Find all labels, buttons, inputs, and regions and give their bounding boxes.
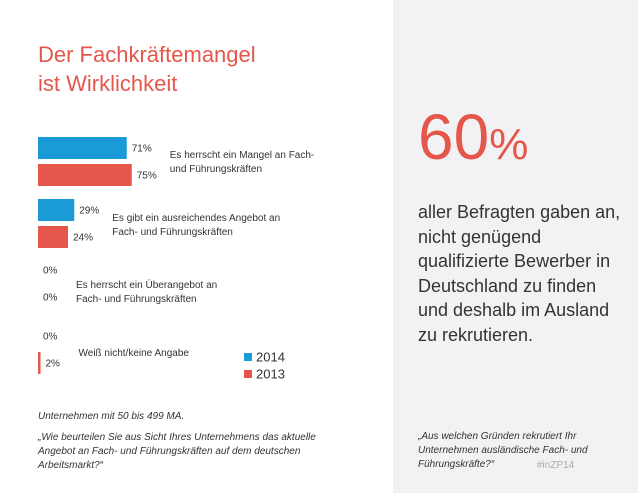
legend-swatch xyxy=(244,353,252,361)
value-label: 0% xyxy=(43,266,58,277)
bar xyxy=(38,137,127,159)
category-label: Es gibt ein ausreichendes Angebot an Fach… xyxy=(112,213,280,238)
footnote: Unternehmen mit 50 bis 499 MA. xyxy=(38,411,185,422)
value-label: 71% xyxy=(132,144,152,155)
value-label: 2% xyxy=(46,359,61,370)
category-label-line: Es herrscht ein Mangel an Fach- xyxy=(170,150,315,161)
hashtag: #inZP14 xyxy=(537,460,575,471)
legend-swatch xyxy=(244,370,252,378)
legend-label: 2014 xyxy=(256,349,285,364)
category-label-line: und Führungskräften xyxy=(170,164,262,175)
value-label: 0% xyxy=(43,332,58,343)
side-panel xyxy=(393,0,638,493)
bar xyxy=(38,352,41,374)
title: Der Fachkräftemangel ist Wirklichkeit xyxy=(38,42,256,96)
stat-unit: % xyxy=(489,120,529,169)
category-label-line: Es gibt ein ausreichendes Angebot an xyxy=(112,213,280,224)
category-label-line: Es herrscht ein Überangebot an xyxy=(76,279,217,291)
legend-label: 2013 xyxy=(256,366,285,381)
category-label: Es herrscht ein Überangebot an Fach- und … xyxy=(76,279,217,305)
stat-text: aller Befragten gaben an, nicht genügend… xyxy=(418,202,621,345)
category-label: Weiß nicht/keine Angabe xyxy=(79,348,190,359)
chart: 71% 75% Es herrscht ein Mangel an Fach-und… xyxy=(38,137,315,381)
value-label: 29% xyxy=(79,206,99,217)
question: „Wie beurteilen Sie aus Sicht Ihres Unte… xyxy=(38,432,316,471)
category-label-line: Fach- und Führungskräften xyxy=(112,227,233,238)
bar xyxy=(38,226,68,248)
value-label: 75% xyxy=(137,171,157,182)
bar xyxy=(38,199,75,221)
stat-number: 60 xyxy=(418,101,490,173)
value-label: 0% xyxy=(43,293,58,304)
category-label-line: Fach- und Führungskräften xyxy=(76,294,197,305)
bar xyxy=(38,164,132,186)
stat: 60% xyxy=(418,102,528,180)
category-label: Es herrscht ein Mangel an Fach-und Führu… xyxy=(170,150,315,175)
category-label-line: Weiß nicht/keine Angabe xyxy=(79,348,190,359)
question: „Aus welchen Gründen rekrutiert Ihr Unte… xyxy=(418,431,588,470)
value-label: 24% xyxy=(73,233,93,244)
